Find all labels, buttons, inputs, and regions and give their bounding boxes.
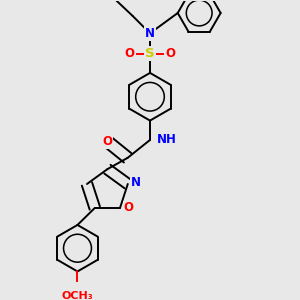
Text: OCH₃: OCH₃ [62, 291, 93, 300]
Text: O: O [165, 47, 175, 60]
Text: N: N [145, 27, 155, 40]
Text: N: N [131, 176, 141, 189]
Text: NH: NH [157, 134, 176, 146]
Text: S: S [145, 47, 155, 60]
Text: O: O [125, 47, 135, 60]
Text: O: O [102, 135, 112, 148]
Text: O: O [124, 202, 134, 214]
